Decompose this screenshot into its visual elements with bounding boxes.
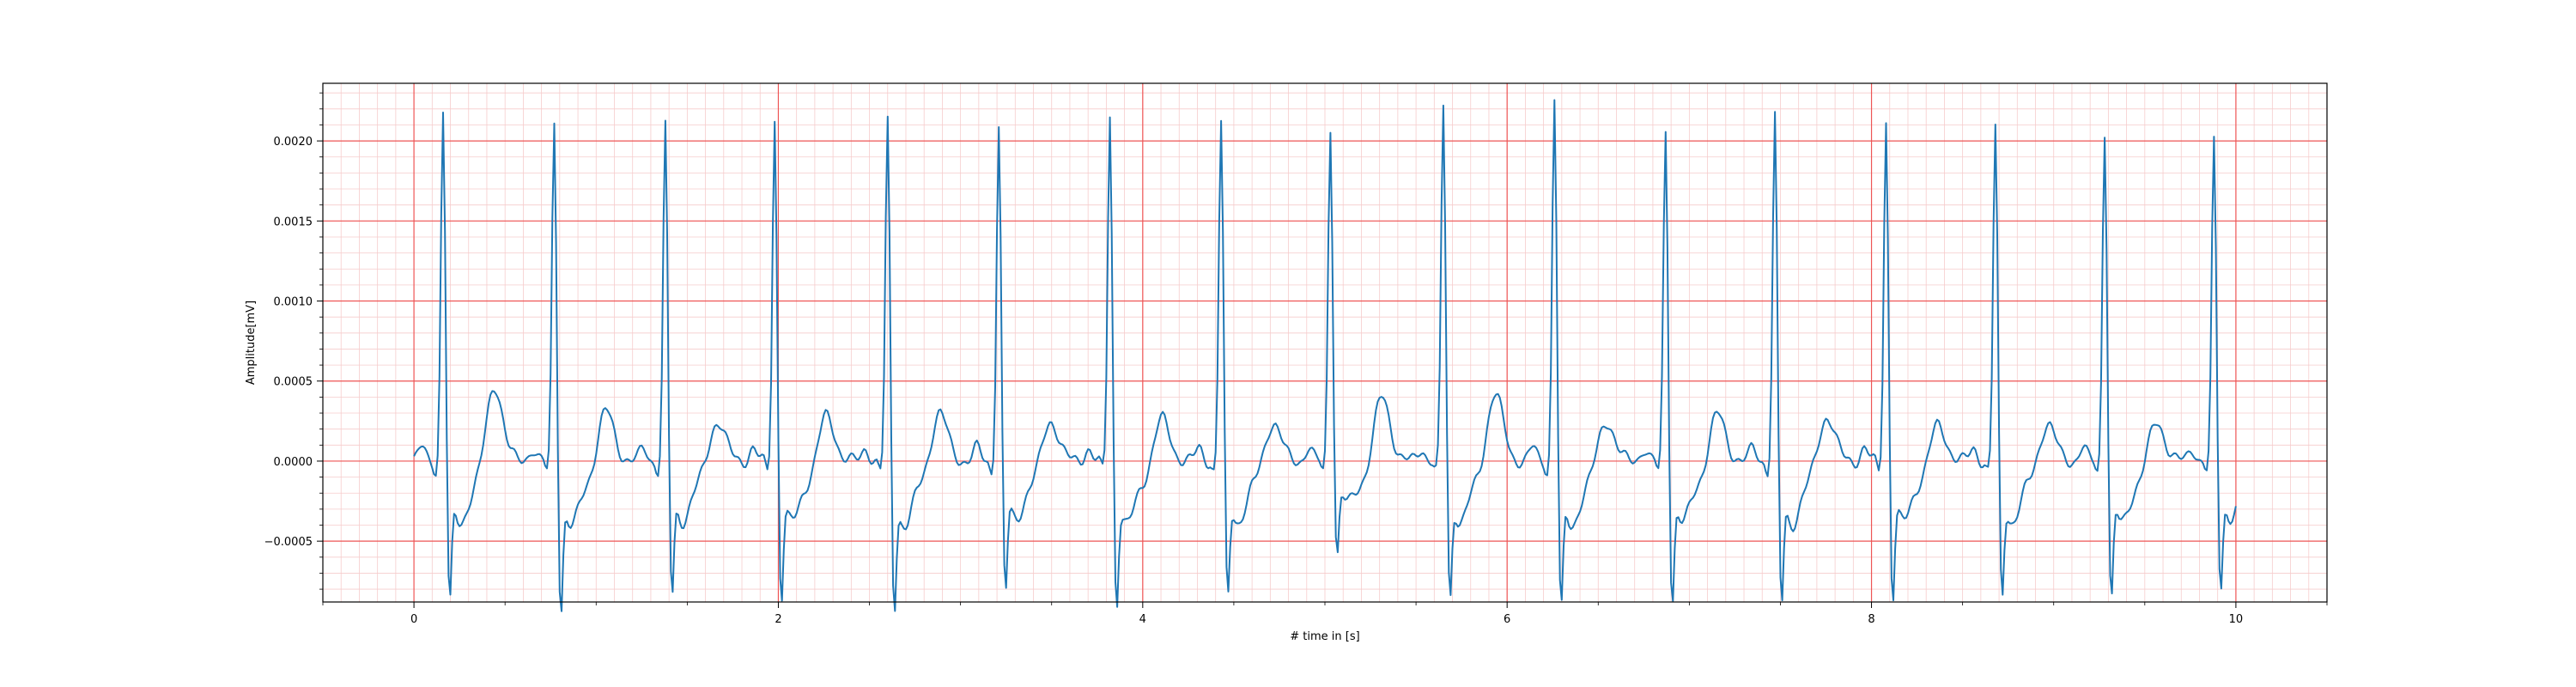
y-tick-label: 0.0005 [274, 376, 313, 389]
axis-ticks: 0 2 4 6 8 10 −0.0005 0.0000 0.0005 0.0010 0.0015 0.… [264, 92, 2328, 626]
x-tick-label: 10 [2229, 613, 2244, 626]
y-tick-label: 0.0015 [274, 216, 313, 228]
x-axis-label: # time in [s] [1290, 630, 1359, 643]
y-tick-label: −0.0005 [264, 536, 313, 549]
y-tick-label: 0.0020 [274, 136, 313, 149]
y-tick-label: 0.0000 [274, 456, 313, 469]
ecg-series-line [413, 99, 2237, 612]
x-tick-label: 6 [1504, 613, 1510, 626]
x-tick-label: 2 [775, 613, 781, 626]
grid [322, 83, 2328, 602]
x-tick-label: 0 [410, 613, 417, 626]
x-tick-label: 8 [1868, 613, 1874, 626]
y-tick-label: 0.0010 [274, 296, 313, 309]
y-axis-label: Amplitude[mV] [245, 301, 258, 385]
x-tick-label: 4 [1139, 613, 1146, 626]
